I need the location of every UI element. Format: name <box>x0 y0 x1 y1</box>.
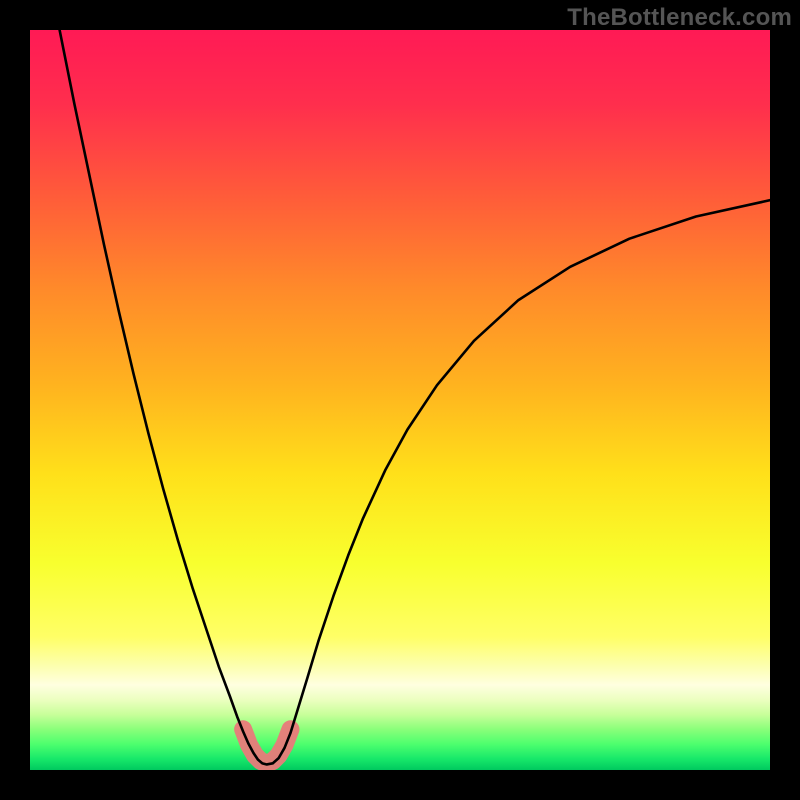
plot-area <box>30 30 770 770</box>
watermark-text: TheBottleneck.com <box>567 4 792 32</box>
chart-frame: TheBottleneck.com <box>0 0 800 800</box>
plot-svg <box>30 30 770 770</box>
